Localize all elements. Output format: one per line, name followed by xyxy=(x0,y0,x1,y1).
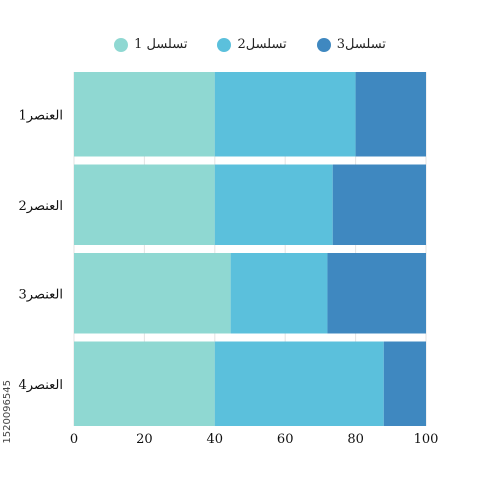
category-label: العنصر2 xyxy=(19,199,64,214)
legend-item-2: تسلسل2 xyxy=(217,37,287,52)
legend-item-1: تسلسل 1 xyxy=(114,37,187,52)
bar-3-series-3 xyxy=(327,253,426,334)
bar-4-series-1 xyxy=(74,341,215,426)
legend-swatch xyxy=(217,37,232,52)
legend-label: تسلسل2 xyxy=(237,37,287,52)
bar-3-series-2 xyxy=(230,253,328,334)
bar-3-series-1 xyxy=(74,253,231,334)
x-tick-label: 80 xyxy=(347,432,364,447)
bar-4-series-3 xyxy=(383,341,426,426)
bar-1-series-3 xyxy=(355,72,426,157)
bar-2-series-1 xyxy=(74,164,215,245)
legend: تسلسل 1 تسلسل2 تسلسل3 xyxy=(0,37,500,52)
legend-swatch xyxy=(114,37,129,52)
legend-label: تسلسل 1 xyxy=(134,37,188,52)
category-label: العنصر4 xyxy=(19,378,64,393)
legend-item-3: تسلسل3 xyxy=(316,37,386,52)
x-tick-label: 40 xyxy=(207,432,224,447)
watermark-id: 1520096545 xyxy=(2,380,13,444)
bar-2-series-3 xyxy=(332,164,426,245)
legend-label: تسلسل3 xyxy=(336,37,386,52)
x-tick-label: 0 xyxy=(70,432,78,447)
bar-4-series-2 xyxy=(214,341,384,426)
bar-1-series-2 xyxy=(214,72,356,157)
x-tick-label: 60 xyxy=(277,432,294,447)
bar-2-series-2 xyxy=(214,164,333,245)
x-tick-label: 100 xyxy=(414,432,439,447)
category-label: العنصر1 xyxy=(19,108,64,123)
bar-1-series-1 xyxy=(74,72,215,157)
category-label: العنصر3 xyxy=(19,287,64,302)
x-tick-label: 20 xyxy=(136,432,153,447)
legend-swatch xyxy=(316,37,331,52)
